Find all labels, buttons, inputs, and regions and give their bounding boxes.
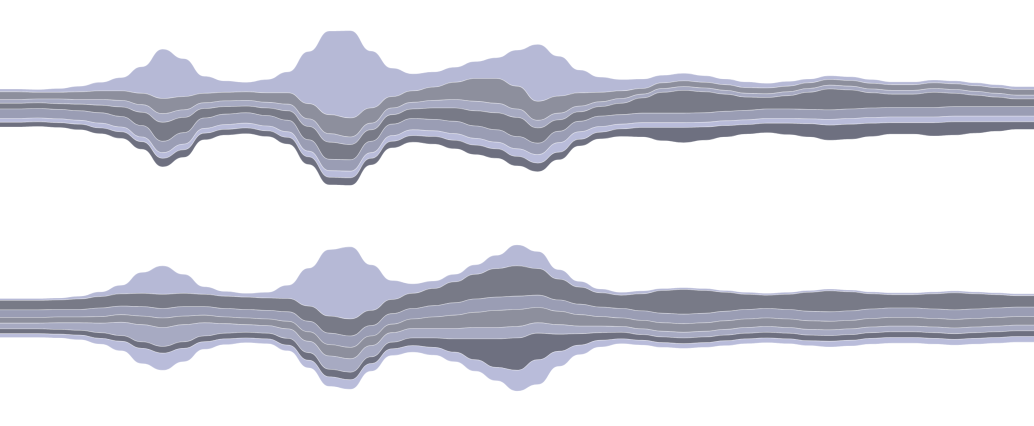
streamgraph-top xyxy=(0,30,1034,186)
stream-layer-top-7 xyxy=(0,121,1034,186)
stream-layer-bottom-7 xyxy=(0,333,1034,392)
streamgraph-bottom xyxy=(0,244,1034,392)
